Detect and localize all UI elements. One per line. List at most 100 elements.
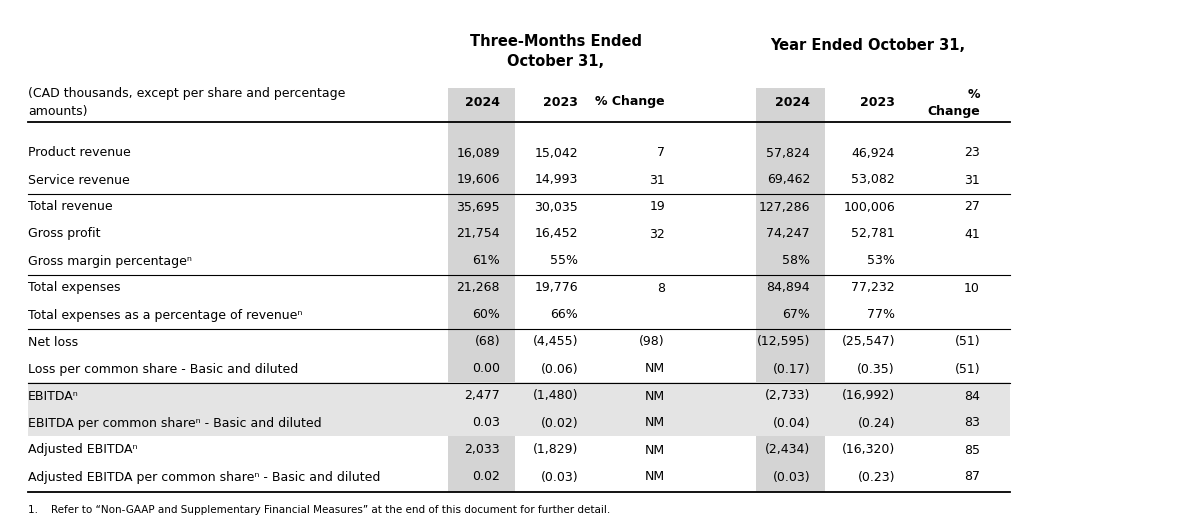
Text: Loss per common share - Basic and diluted: Loss per common share - Basic and dilute… bbox=[28, 362, 299, 376]
Text: 53,082: 53,082 bbox=[851, 174, 895, 187]
Text: 32: 32 bbox=[649, 227, 665, 241]
Text: 27: 27 bbox=[964, 200, 980, 214]
Text: Net loss: Net loss bbox=[28, 335, 78, 349]
Text: Gross margin percentageⁿ: Gross margin percentageⁿ bbox=[28, 254, 192, 268]
Text: amounts): amounts) bbox=[28, 105, 88, 117]
Text: EBITDA per common shareⁿ - Basic and diluted: EBITDA per common shareⁿ - Basic and dil… bbox=[28, 416, 322, 430]
Text: 84,894: 84,894 bbox=[767, 281, 810, 295]
Text: 52,781: 52,781 bbox=[851, 227, 895, 241]
Text: 127,286: 127,286 bbox=[758, 200, 810, 214]
Text: 55%: 55% bbox=[550, 254, 578, 268]
Text: (0.06): (0.06) bbox=[540, 362, 578, 376]
Text: 77,232: 77,232 bbox=[851, 281, 895, 295]
Text: 16,452: 16,452 bbox=[534, 227, 578, 241]
Text: %: % bbox=[967, 88, 980, 102]
Text: (4,455): (4,455) bbox=[533, 335, 578, 349]
Text: 74,247: 74,247 bbox=[767, 227, 810, 241]
Text: Year Ended October 31,: Year Ended October 31, bbox=[770, 39, 966, 53]
Text: 35,695: 35,695 bbox=[456, 200, 500, 214]
Text: 21,754: 21,754 bbox=[456, 227, 500, 241]
Text: 14,993: 14,993 bbox=[535, 174, 578, 187]
Text: Three-Months Ended: Three-Months Ended bbox=[470, 34, 642, 50]
Text: 15,042: 15,042 bbox=[534, 147, 578, 160]
Text: Adjusted EBITDA per common shareⁿ - Basic and diluted: Adjusted EBITDA per common shareⁿ - Basi… bbox=[28, 470, 380, 484]
Text: (2,434): (2,434) bbox=[764, 443, 810, 457]
Text: 57,824: 57,824 bbox=[767, 147, 810, 160]
Text: NM: NM bbox=[644, 470, 665, 484]
Text: (CAD thousands, except per share and percentage: (CAD thousands, except per share and per… bbox=[28, 87, 346, 99]
Text: 0.03: 0.03 bbox=[472, 416, 500, 430]
Text: (0.04): (0.04) bbox=[773, 416, 810, 430]
Text: 31: 31 bbox=[965, 174, 980, 187]
Text: 77%: 77% bbox=[866, 308, 895, 322]
Text: (25,547): (25,547) bbox=[841, 335, 895, 349]
Text: 84: 84 bbox=[964, 389, 980, 403]
Text: 8: 8 bbox=[658, 281, 665, 295]
Text: (16,320): (16,320) bbox=[841, 443, 895, 457]
Text: Adjusted EBITDAⁿ: Adjusted EBITDAⁿ bbox=[28, 443, 138, 457]
Text: 19: 19 bbox=[649, 200, 665, 214]
Text: 1.    Refer to “Non-GAAP and Supplementary Financial Measures” at the end of thi: 1. Refer to “Non-GAAP and Supplementary … bbox=[28, 505, 611, 515]
Text: (98): (98) bbox=[640, 335, 665, 349]
Text: 19,776: 19,776 bbox=[534, 281, 578, 295]
Text: 0.02: 0.02 bbox=[472, 470, 500, 484]
Text: NM: NM bbox=[644, 416, 665, 430]
Text: 2,033: 2,033 bbox=[464, 443, 500, 457]
Text: (0.23): (0.23) bbox=[858, 470, 895, 484]
Text: 23: 23 bbox=[965, 147, 980, 160]
Text: (51): (51) bbox=[954, 362, 980, 376]
Text: (1,480): (1,480) bbox=[533, 389, 578, 403]
Text: Total revenue: Total revenue bbox=[28, 200, 113, 214]
Text: (68): (68) bbox=[474, 335, 500, 349]
Text: Product revenue: Product revenue bbox=[28, 147, 131, 160]
Text: 61%: 61% bbox=[473, 254, 500, 268]
Text: 16,089: 16,089 bbox=[456, 147, 500, 160]
Text: % Change: % Change bbox=[595, 96, 665, 108]
Text: 31: 31 bbox=[649, 174, 665, 187]
Text: 7: 7 bbox=[658, 147, 665, 160]
Text: Change: Change bbox=[928, 105, 980, 117]
Text: 2024: 2024 bbox=[775, 96, 810, 108]
Text: Service revenue: Service revenue bbox=[28, 174, 130, 187]
Text: (0.02): (0.02) bbox=[540, 416, 578, 430]
Text: 67%: 67% bbox=[782, 308, 810, 322]
Text: (0.17): (0.17) bbox=[773, 362, 810, 376]
Text: 30,035: 30,035 bbox=[534, 200, 578, 214]
Text: 2023: 2023 bbox=[544, 96, 578, 108]
Text: 58%: 58% bbox=[782, 254, 810, 268]
Text: (1,829): (1,829) bbox=[533, 443, 578, 457]
Text: Gross profit: Gross profit bbox=[28, 227, 101, 241]
Text: 19,606: 19,606 bbox=[456, 174, 500, 187]
Text: 2024: 2024 bbox=[466, 96, 500, 108]
Text: 83: 83 bbox=[964, 416, 980, 430]
Text: 0.00: 0.00 bbox=[472, 362, 500, 376]
Text: (2,733): (2,733) bbox=[764, 389, 810, 403]
Text: 87: 87 bbox=[964, 470, 980, 484]
Text: 53%: 53% bbox=[868, 254, 895, 268]
Text: (0.35): (0.35) bbox=[857, 362, 895, 376]
Text: 85: 85 bbox=[964, 443, 980, 457]
Text: NM: NM bbox=[644, 389, 665, 403]
Text: NM: NM bbox=[644, 362, 665, 376]
Text: 2023: 2023 bbox=[860, 96, 895, 108]
Text: 46,924: 46,924 bbox=[852, 147, 895, 160]
Text: (12,595): (12,595) bbox=[757, 335, 810, 349]
Text: (51): (51) bbox=[954, 335, 980, 349]
Text: 66%: 66% bbox=[551, 308, 578, 322]
Text: 60%: 60% bbox=[472, 308, 500, 322]
Text: (0.24): (0.24) bbox=[858, 416, 895, 430]
Text: (0.03): (0.03) bbox=[540, 470, 578, 484]
Text: Total expenses: Total expenses bbox=[28, 281, 120, 295]
Text: NM: NM bbox=[644, 443, 665, 457]
Text: 69,462: 69,462 bbox=[767, 174, 810, 187]
Text: (0.03): (0.03) bbox=[773, 470, 810, 484]
Text: EBITDAⁿ: EBITDAⁿ bbox=[28, 389, 79, 403]
Text: 21,268: 21,268 bbox=[456, 281, 500, 295]
Text: October 31,: October 31, bbox=[508, 54, 605, 69]
Text: 100,006: 100,006 bbox=[844, 200, 895, 214]
Text: (16,992): (16,992) bbox=[842, 389, 895, 403]
Text: 10: 10 bbox=[964, 281, 980, 295]
Text: Total expenses as a percentage of revenueⁿ: Total expenses as a percentage of revenu… bbox=[28, 308, 302, 322]
Text: 2,477: 2,477 bbox=[464, 389, 500, 403]
Text: 41: 41 bbox=[965, 227, 980, 241]
